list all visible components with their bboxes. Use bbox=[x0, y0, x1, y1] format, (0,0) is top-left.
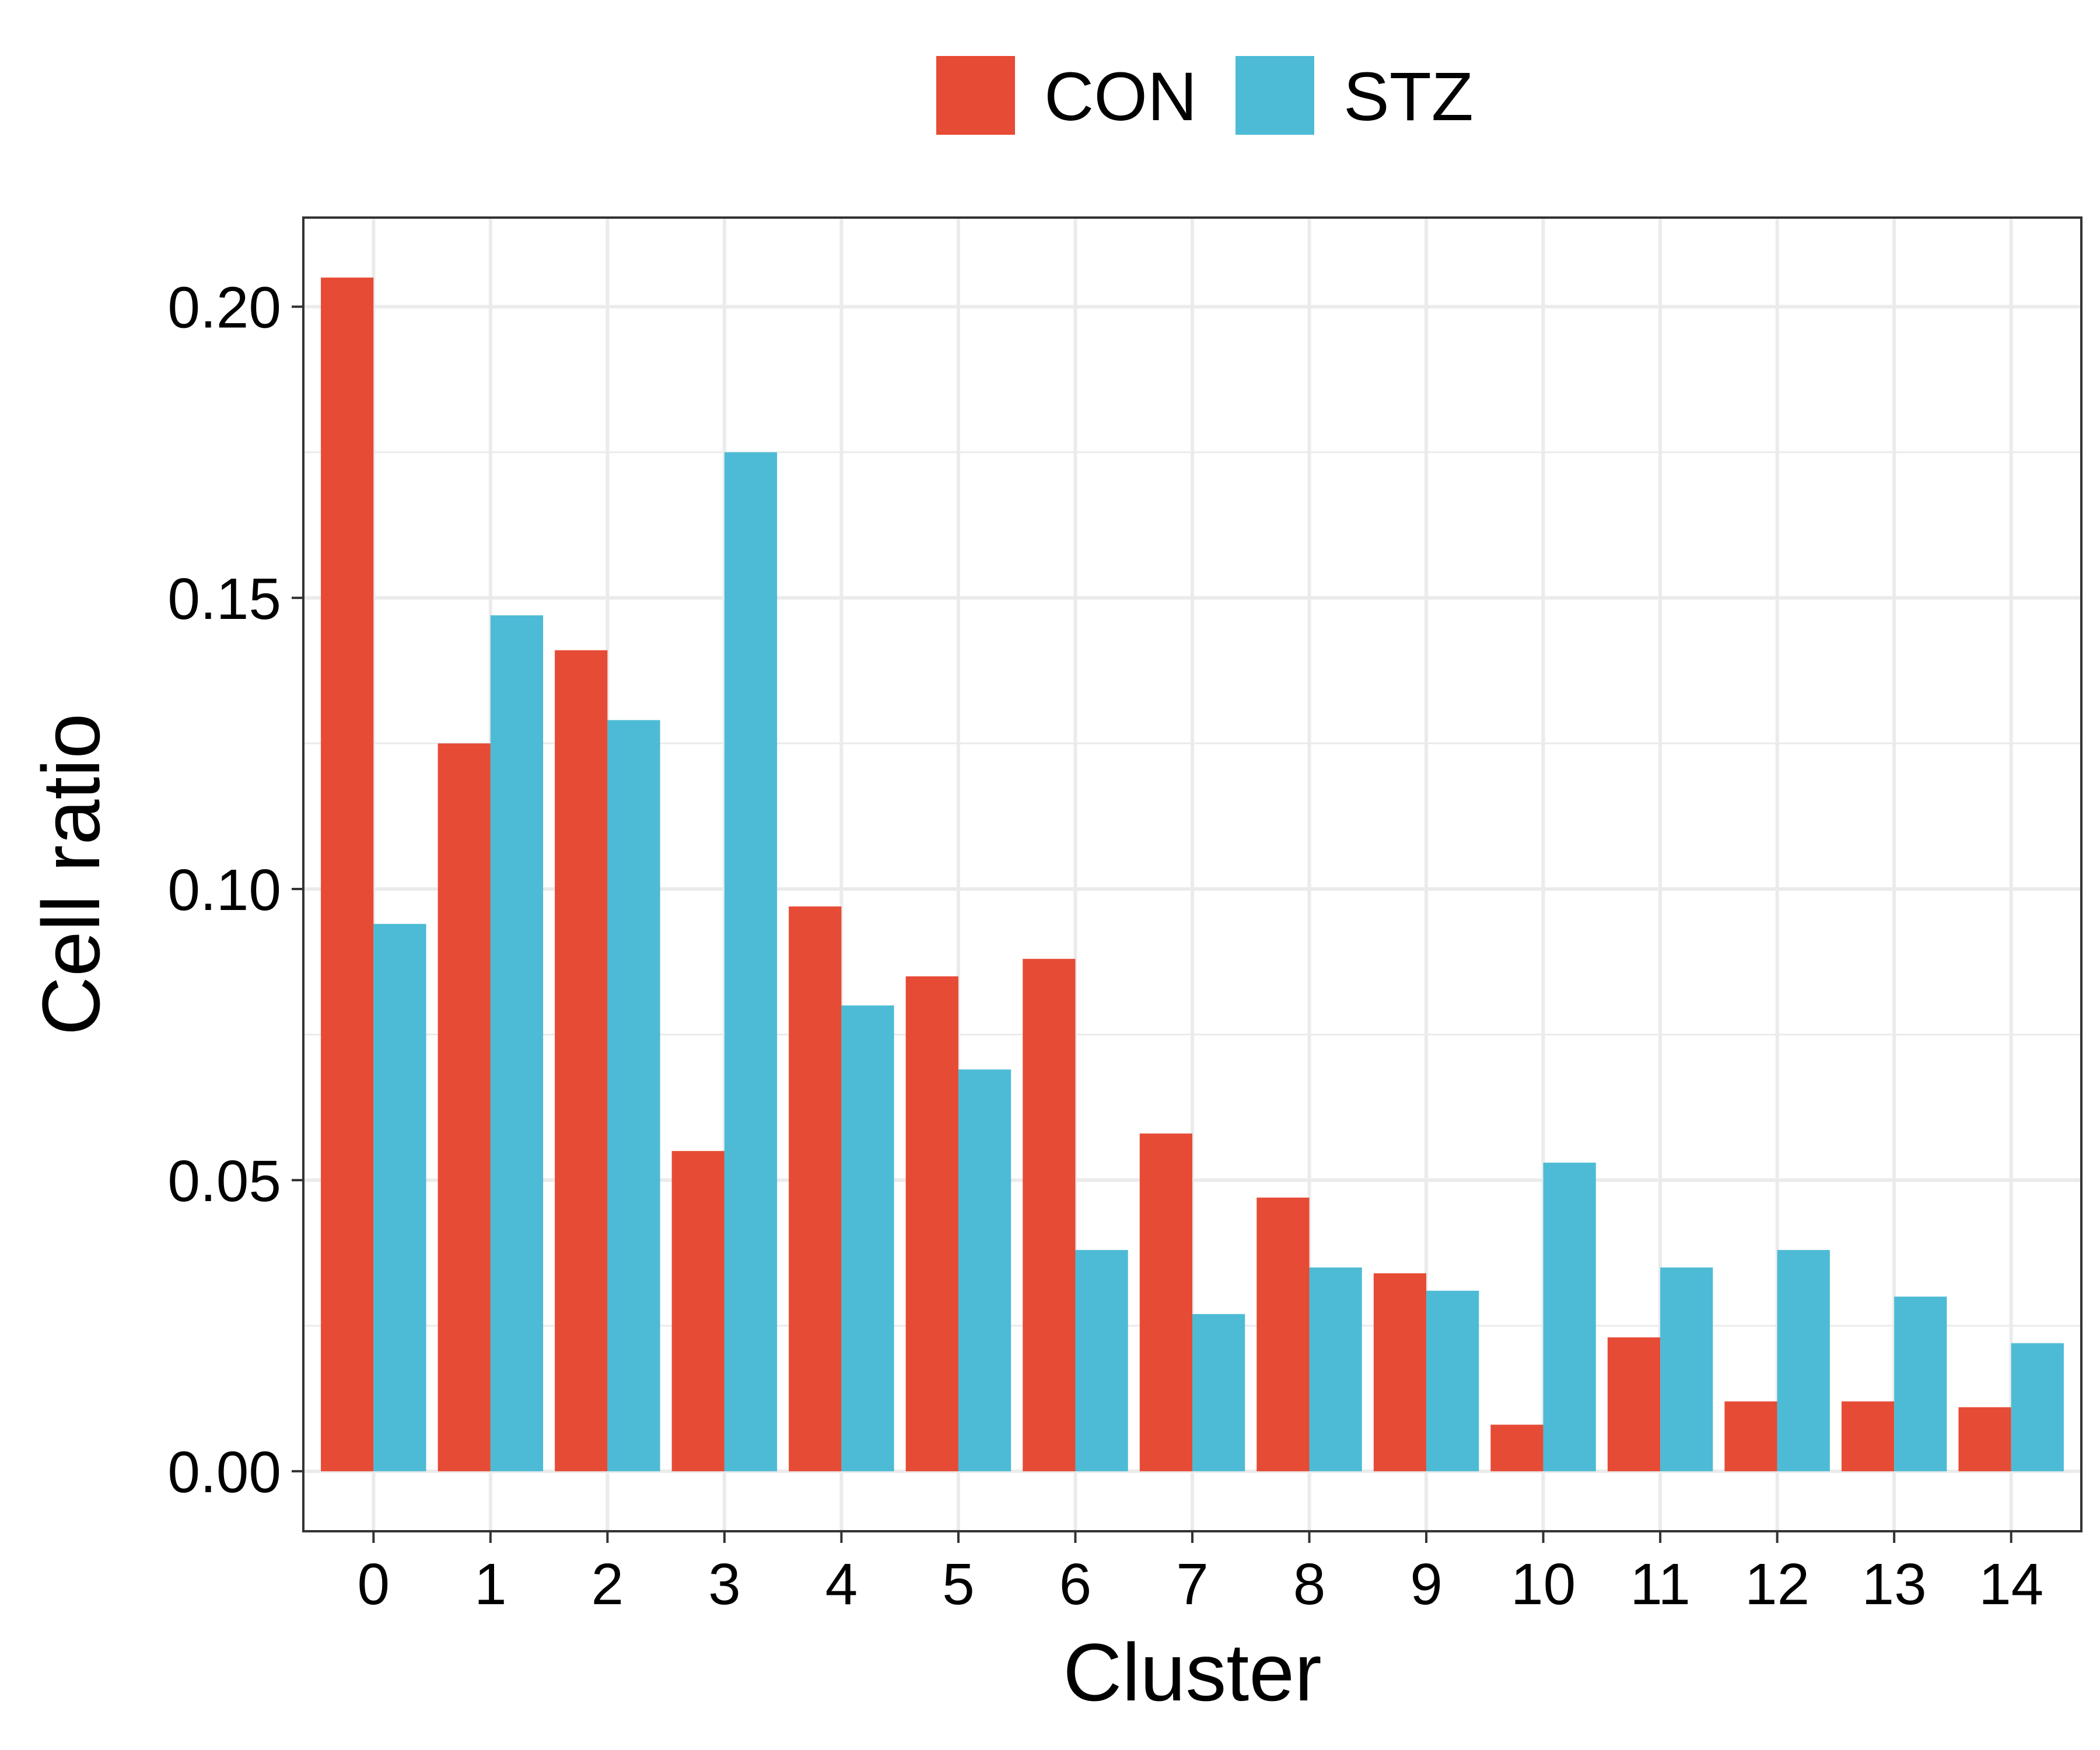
legend-key-con bbox=[936, 56, 1015, 135]
bar-con-cluster-7 bbox=[1139, 1133, 1192, 1472]
x-tick-label: 9 bbox=[1410, 1552, 1443, 1617]
x-tick-label: 13 bbox=[1862, 1552, 1927, 1617]
x-tick-label: 6 bbox=[1059, 1552, 1092, 1617]
bar-con-cluster-12 bbox=[1724, 1401, 1777, 1472]
x-tick-label: 4 bbox=[825, 1552, 858, 1617]
bar-stz-cluster-13 bbox=[1894, 1296, 1947, 1472]
bar-con-cluster-10 bbox=[1490, 1424, 1544, 1472]
legend-label-stz: STZ bbox=[1343, 58, 1474, 135]
y-tick-label: 0.00 bbox=[167, 1440, 281, 1505]
x-tick-label: 2 bbox=[592, 1552, 624, 1617]
y-tick-label: 0.15 bbox=[167, 566, 281, 632]
y-tick-label: 0.20 bbox=[167, 275, 281, 341]
x-axis-title: Cluster bbox=[1063, 1626, 1321, 1718]
bar-con-cluster-2 bbox=[555, 650, 608, 1472]
x-tick-label: 1 bbox=[474, 1552, 507, 1617]
bar-con-cluster-1 bbox=[438, 743, 491, 1472]
bar-con-cluster-11 bbox=[1607, 1337, 1661, 1472]
bar-stz-cluster-10 bbox=[1543, 1163, 1596, 1472]
y-axis-title: Cell ratio bbox=[25, 713, 117, 1035]
x-tick-label: 12 bbox=[1745, 1552, 1810, 1617]
x-tick-label: 5 bbox=[942, 1552, 975, 1617]
bar-stz-cluster-8 bbox=[1309, 1267, 1362, 1472]
x-tick-label: 3 bbox=[708, 1552, 741, 1617]
bar-stz-cluster-0 bbox=[373, 923, 426, 1472]
bar-stz-cluster-1 bbox=[490, 615, 544, 1472]
x-tick-label: 10 bbox=[1511, 1552, 1576, 1617]
x-tick-label: 7 bbox=[1176, 1552, 1209, 1617]
x-axis: 0 1 2 3 4 5 6 7 8 9 10 11 12 13 14 bbox=[358, 1531, 2043, 1617]
x-tick-label: 0 bbox=[358, 1552, 390, 1617]
bar-con-cluster-8 bbox=[1256, 1198, 1310, 1472]
bar-stz-cluster-9 bbox=[1426, 1290, 1479, 1472]
bar-con-cluster-9 bbox=[1373, 1273, 1427, 1472]
legend-label-con: CON bbox=[1044, 58, 1197, 135]
plot-area bbox=[302, 216, 2082, 1532]
bar-con-cluster-6 bbox=[1023, 958, 1076, 1472]
bar-con-cluster-0 bbox=[321, 277, 374, 1472]
bars bbox=[321, 277, 2064, 1472]
bar-stz-cluster-4 bbox=[841, 1005, 894, 1472]
y-tick-label: 0.10 bbox=[167, 858, 281, 923]
y-tick-label: 0.05 bbox=[167, 1149, 281, 1214]
bar-stz-cluster-3 bbox=[724, 452, 778, 1472]
bar-con-cluster-4 bbox=[789, 906, 842, 1472]
bar-con-cluster-13 bbox=[1841, 1401, 1895, 1472]
legend: CON STZ bbox=[936, 56, 1474, 135]
bar-con-cluster-5 bbox=[905, 976, 958, 1472]
x-tick-label: 8 bbox=[1293, 1552, 1326, 1617]
bar-stz-cluster-14 bbox=[2011, 1343, 2064, 1472]
x-tick-label: 11 bbox=[1630, 1552, 1690, 1617]
bar-stz-cluster-6 bbox=[1075, 1250, 1128, 1472]
legend-key-stz bbox=[1236, 56, 1314, 135]
bar-con-cluster-14 bbox=[1958, 1407, 2011, 1472]
bar-stz-cluster-5 bbox=[958, 1069, 1012, 1472]
bar-stz-cluster-7 bbox=[1192, 1314, 1245, 1472]
x-tick-label: 14 bbox=[1979, 1552, 2043, 1617]
bar-stz-cluster-12 bbox=[1777, 1250, 1830, 1472]
y-axis: 0.00 0.05 0.10 0.15 0.20 bbox=[167, 275, 303, 1505]
bar-stz-cluster-2 bbox=[607, 720, 660, 1472]
bar-stz-cluster-11 bbox=[1660, 1267, 1713, 1472]
bar-con-cluster-3 bbox=[671, 1151, 724, 1472]
